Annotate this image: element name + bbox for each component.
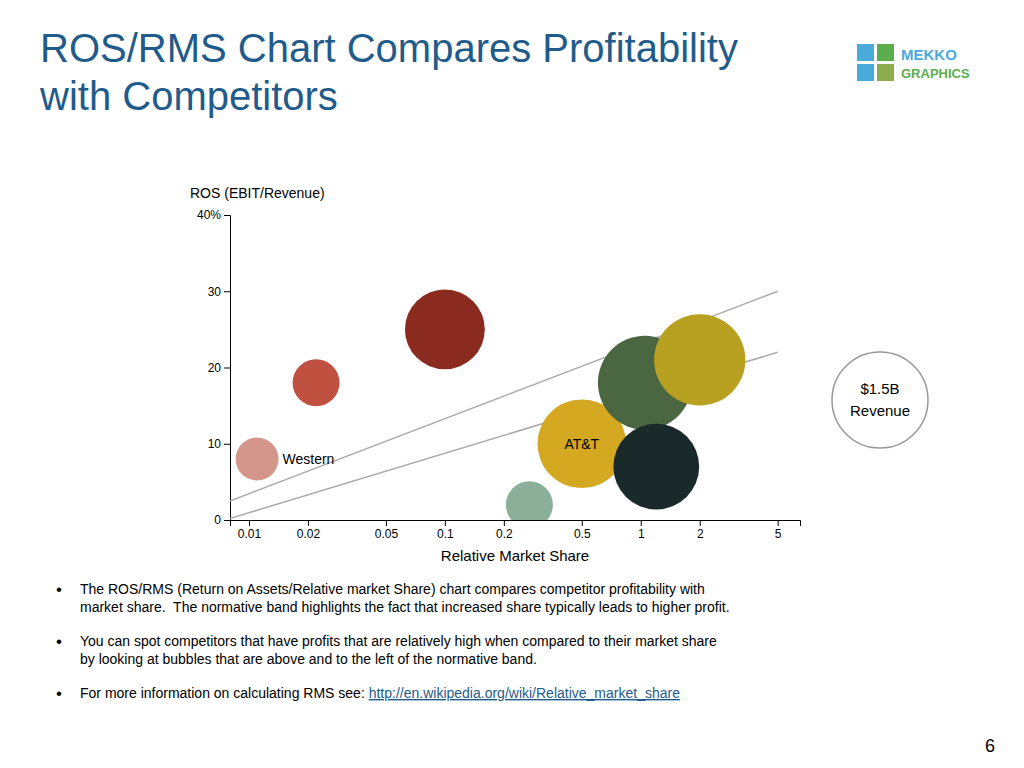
bubble bbox=[293, 359, 340, 406]
bullet-mark: • bbox=[56, 580, 62, 599]
y-tick-label: 20 bbox=[208, 361, 222, 375]
x-tick-label: 0.01 bbox=[238, 527, 262, 541]
y-tick: 10 bbox=[208, 437, 230, 451]
bubble bbox=[405, 289, 485, 369]
logo-text: MEKKO bbox=[901, 46, 957, 63]
x-axis: 0.01 0.02 0.05 0.1 0.2 0.5 1 2 5 bbox=[231, 520, 801, 541]
x-tick: 0.1 bbox=[437, 520, 454, 541]
bubble-label: Western bbox=[283, 451, 335, 467]
bullet-mark: • bbox=[56, 632, 62, 651]
size-key-text-line: $1.5B bbox=[860, 380, 899, 397]
y-tick-mark bbox=[224, 291, 230, 292]
x-tick-mark bbox=[700, 520, 701, 526]
x-tick-mark bbox=[249, 520, 250, 526]
y-tick-mark bbox=[224, 520, 230, 521]
bubble bbox=[654, 314, 745, 405]
plot-area bbox=[230, 289, 778, 520]
bubble-labels: Western AT&T bbox=[283, 436, 600, 467]
x-tick-label: 0.1 bbox=[437, 527, 454, 541]
bullet-text-line: You can spot competitors that have profi… bbox=[80, 633, 717, 649]
x-tick: 0.01 bbox=[238, 520, 262, 541]
x-tick-mark bbox=[386, 520, 387, 526]
y-axis: 0 10 20 30 40% bbox=[197, 208, 231, 527]
bullet-text: For more information on calculating RMS … bbox=[80, 685, 680, 701]
bullet-text-line: market share. The normative band highlig… bbox=[80, 599, 730, 615]
title-line: with Competitors bbox=[39, 74, 338, 118]
y-tick: 30 bbox=[208, 285, 230, 299]
x-tick: 0.05 bbox=[375, 520, 399, 541]
x-tick-label: 0.02 bbox=[297, 527, 321, 541]
title: ROS/RMS Chart Compares Profitabilitywith… bbox=[39, 26, 738, 118]
x-axis-title: Relative Market Share bbox=[441, 547, 589, 564]
bubble-label: AT&T bbox=[564, 436, 599, 452]
x-tick-label: 1 bbox=[638, 527, 645, 541]
x-tick-mark bbox=[308, 520, 309, 526]
logo-square bbox=[877, 64, 894, 81]
y-tick: 20 bbox=[208, 361, 230, 375]
title-line: ROS/RMS Chart Compares Profitability bbox=[40, 26, 738, 70]
logo-square bbox=[877, 44, 894, 61]
x-tick-label: 0.05 bbox=[375, 527, 399, 541]
y-tick-label: 10 bbox=[208, 437, 222, 451]
bullet-text: You can spot competitors that have profi… bbox=[80, 633, 717, 667]
bullet-text-part: For more information on calculating RMS … bbox=[80, 685, 369, 701]
x-tick: 1 bbox=[638, 520, 645, 541]
size-key-text-line: Revenue bbox=[850, 402, 910, 419]
x-axis-line bbox=[231, 521, 801, 527]
x-tick-mark bbox=[778, 520, 779, 526]
x-tick-label: 2 bbox=[697, 527, 704, 541]
y-axis-line bbox=[224, 216, 231, 521]
bubble bbox=[613, 424, 699, 510]
x-tick: 5 bbox=[775, 520, 782, 541]
x-tick: 2 bbox=[697, 520, 704, 541]
x-tick-label: 0.2 bbox=[496, 527, 513, 541]
bubble bbox=[236, 438, 279, 481]
size-key-text: $1.5B Revenue bbox=[850, 380, 910, 419]
size-key-circle bbox=[832, 352, 928, 448]
x-tick-label: 0.5 bbox=[574, 527, 591, 541]
bullet-text-line: by looking at bubbles that are above and… bbox=[80, 651, 537, 667]
chart: 0.01 0.02 0.05 0.1 0.2 0.5 1 2 5 0 10 20 30 40% Wester… bbox=[0, 0, 1024, 768]
x-tick: 0.02 bbox=[297, 520, 321, 541]
logo: MEKKO GRAPHICS bbox=[857, 44, 970, 81]
y-tick-label: 40% bbox=[197, 208, 221, 222]
y-tick-mark bbox=[224, 444, 230, 445]
x-tick-mark bbox=[504, 520, 505, 526]
y-axis-title: ROS (EBIT/Revenue) bbox=[190, 185, 325, 201]
bullet-text-line: The ROS/RMS (Return on Assets/Relative m… bbox=[80, 581, 705, 597]
y-tick: 0 bbox=[214, 513, 230, 527]
x-tick: 0.5 bbox=[574, 520, 591, 541]
y-tick-label: 0 bbox=[214, 513, 221, 527]
x-tick: 0.2 bbox=[496, 520, 513, 541]
x-tick-mark bbox=[641, 520, 642, 526]
x-tick-mark bbox=[445, 520, 446, 526]
x-tick-mark bbox=[582, 520, 583, 526]
bullet-mark: • bbox=[56, 684, 62, 703]
y-tick-mark bbox=[224, 215, 230, 216]
logo-square bbox=[857, 64, 874, 81]
page-number: 6 bbox=[985, 736, 995, 756]
y-tick-label: 30 bbox=[208, 285, 222, 299]
y-tick-mark bbox=[224, 368, 230, 369]
x-tick-label: 5 bbox=[775, 527, 782, 541]
bullet-text: The ROS/RMS (Return on Assets/Relative m… bbox=[80, 581, 730, 615]
logo-square bbox=[857, 44, 874, 61]
bullet-link: http://en.wikipedia.org/wiki/Relative_ma… bbox=[369, 685, 680, 701]
logo-text: GRAPHICS bbox=[901, 66, 970, 81]
y-tick: 40% bbox=[197, 208, 230, 222]
bubble bbox=[506, 481, 553, 520]
